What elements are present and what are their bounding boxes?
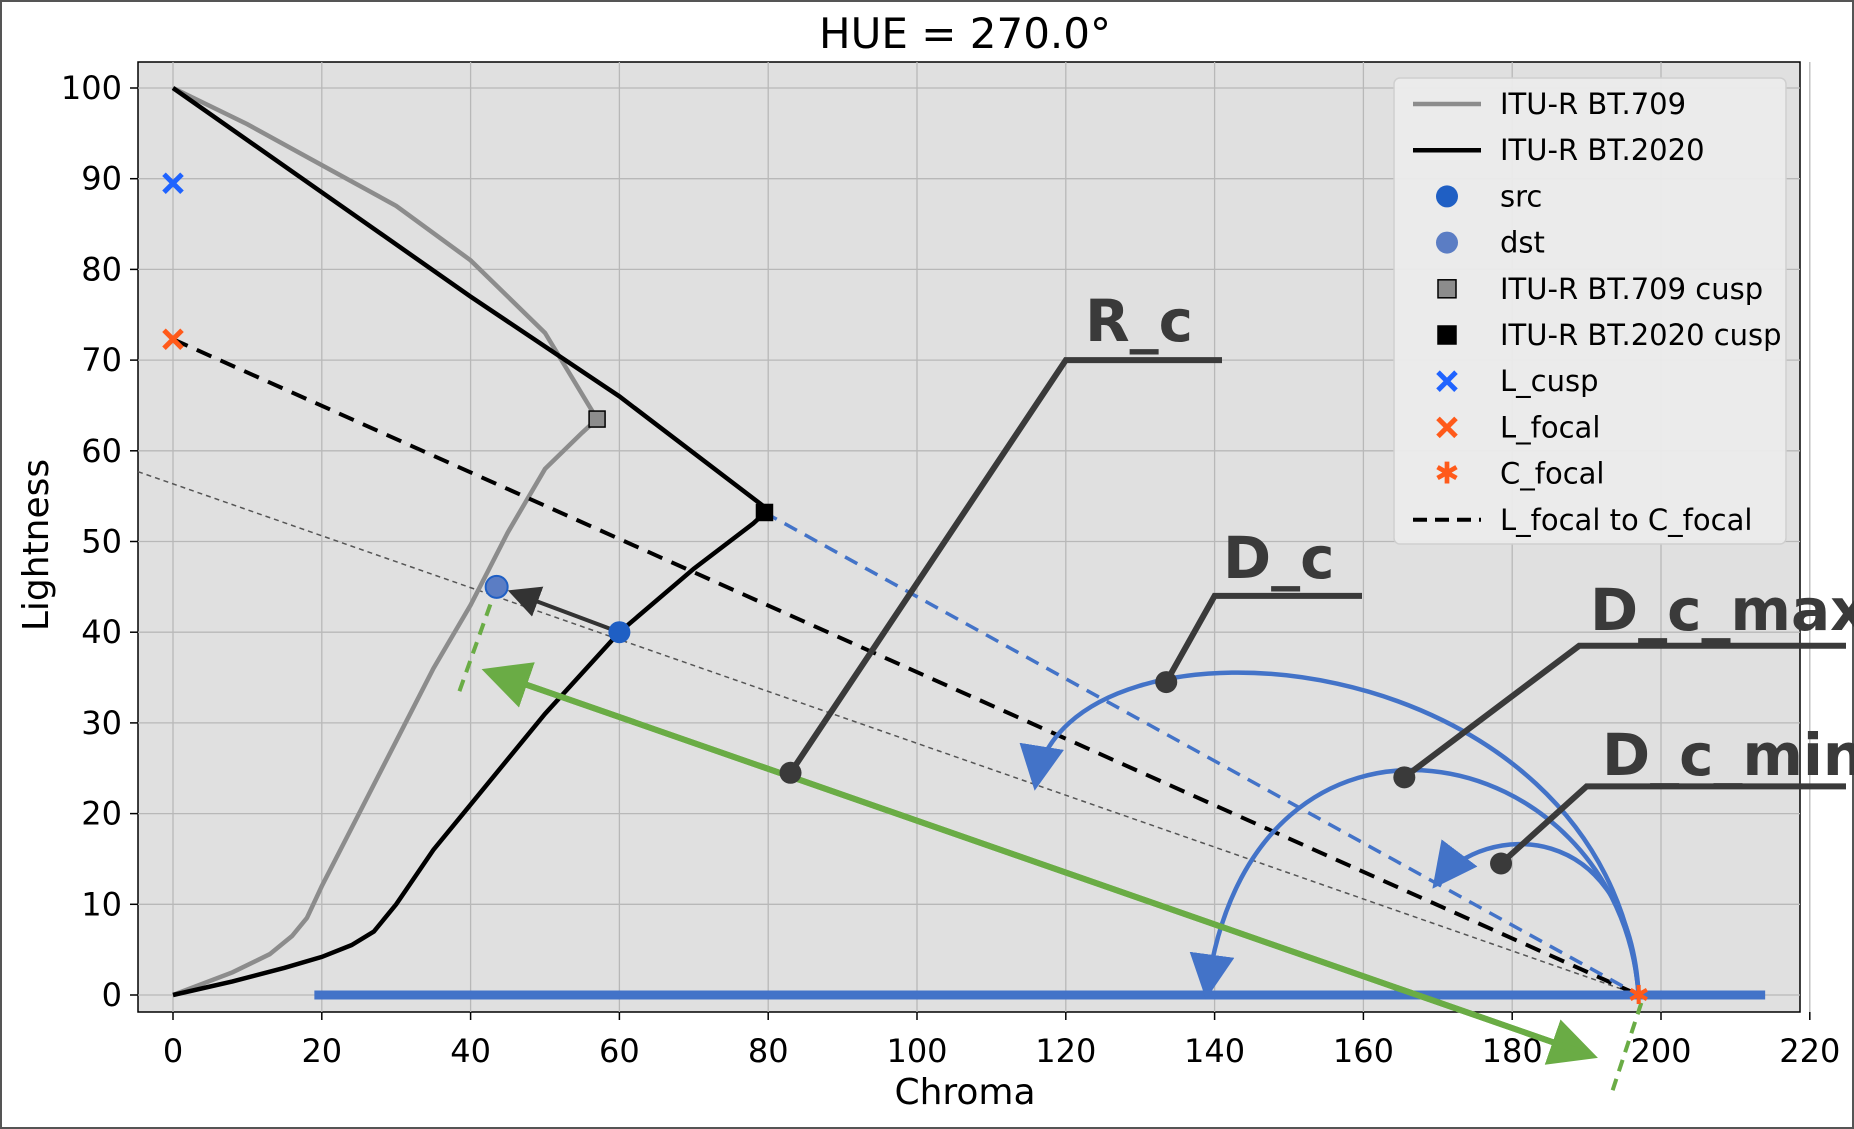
legend-item: ITU-R BT.2020 cusp bbox=[1437, 318, 1782, 352]
legend-item: L_focal bbox=[1436, 410, 1600, 444]
l-cusp-marker-stroke bbox=[162, 172, 184, 195]
callout-dot-dc bbox=[1155, 671, 1178, 694]
callout-line-dc bbox=[1163, 592, 1362, 684]
bt709-cusp-marker bbox=[588, 410, 606, 428]
l-focal-marker bbox=[162, 328, 184, 351]
y-tick-label: 80 bbox=[81, 250, 122, 288]
legend-item: ITU-R BT.709 cusp bbox=[1437, 272, 1763, 306]
legend: ITU-R BT.709 ITU-R BT.2020 src dst ITU-R BT.… bbox=[1393, 77, 1787, 545]
y-tick-label: 70 bbox=[81, 341, 122, 379]
y-tick-label: 20 bbox=[81, 795, 122, 833]
marker-layer: ✱ bbox=[162, 172, 1650, 1011]
callout-dot-dc-min bbox=[1490, 852, 1513, 875]
legend-label: ITU-R BT.2020 bbox=[1500, 133, 1705, 167]
x-axis-ticks: 0 20 40 60 80 100 120 140 160 180 200 220 bbox=[163, 1012, 1840, 1070]
x-tick-label: 220 bbox=[1779, 1032, 1840, 1070]
rc-arrow-left bbox=[481, 662, 1588, 1057]
src-to-dst-arrow bbox=[507, 586, 621, 635]
legend-square-swatch bbox=[1437, 279, 1457, 299]
legend-label: L_focal bbox=[1500, 410, 1600, 444]
x-tick-label: 80 bbox=[748, 1032, 789, 1070]
x-tick-label: 180 bbox=[1482, 1032, 1543, 1070]
x-tick-label: 120 bbox=[1035, 1032, 1096, 1070]
callout-label-dc-max: D_c_max bbox=[1590, 576, 1854, 644]
callout-line-dc-max bbox=[1402, 642, 1846, 780]
legend-item: src bbox=[1436, 179, 1542, 213]
x-tick-label: 20 bbox=[301, 1032, 342, 1070]
legend-item: ITU-R BT.709 bbox=[1413, 87, 1686, 121]
y-tick-label: 10 bbox=[81, 885, 122, 923]
legend-box bbox=[1393, 77, 1787, 545]
y-tick-label: 40 bbox=[81, 613, 122, 651]
green-guide-right bbox=[1610, 998, 1645, 1091]
callout-dot-rc bbox=[779, 761, 802, 784]
x-tick-label: 100 bbox=[886, 1032, 947, 1070]
legend-circle-swatch bbox=[1436, 231, 1458, 254]
y-tick-label: 30 bbox=[81, 704, 122, 742]
legend-label: dst bbox=[1500, 226, 1545, 260]
c-focal-marker: ✱ bbox=[1628, 981, 1650, 1011]
y-tick-label: 100 bbox=[61, 69, 122, 107]
chart-title: HUE = 270.0° bbox=[819, 9, 1111, 58]
callout-label-dc-min: D_c_min bbox=[1602, 721, 1854, 789]
center-reference-line bbox=[137, 470, 1639, 996]
legend-label: L_cusp bbox=[1500, 364, 1599, 398]
x-tick-label: 0 bbox=[163, 1032, 183, 1070]
y-tick-label: 60 bbox=[81, 432, 122, 470]
x-axis-label: Chroma bbox=[894, 1072, 1035, 1113]
legend-cross-stroke bbox=[1436, 416, 1458, 439]
callout-layer: R_c D_c D_c_max D_c_min bbox=[779, 287, 1854, 875]
legend-label: L_focal to C_focal bbox=[1500, 503, 1752, 537]
dc-min-arc bbox=[1432, 839, 1641, 996]
legend-label: src bbox=[1500, 179, 1542, 213]
x-tick-label: 60 bbox=[599, 1032, 640, 1070]
l-cusp-marker bbox=[162, 172, 184, 195]
legend-star-swatch: ✱ bbox=[1434, 457, 1459, 492]
callout-line-rc bbox=[788, 357, 1222, 775]
y-axis-ticks: 0 10 20 30 40 50 60 70 80 90 100 bbox=[61, 69, 138, 1014]
annotation-layer bbox=[314, 586, 1766, 1091]
legend-label: ITU-R BT.709 cusp bbox=[1500, 272, 1763, 306]
legend-label: C_focal bbox=[1500, 457, 1604, 491]
y-tick-label: 50 bbox=[81, 523, 122, 561]
legend-item: L_cusp bbox=[1436, 364, 1599, 398]
x-tick-label: 160 bbox=[1333, 1032, 1394, 1070]
callout-line-dc-min bbox=[1499, 783, 1846, 866]
legend-item: dst bbox=[1436, 226, 1545, 260]
dst-marker bbox=[484, 574, 509, 599]
legend-item: L_focal to C_focal bbox=[1413, 503, 1752, 537]
callout-label-rc: R_c bbox=[1085, 287, 1193, 355]
legend-item: ITU-R BT.2020 bbox=[1413, 133, 1705, 167]
src-marker bbox=[608, 621, 631, 644]
legend-cross-stroke bbox=[1436, 370, 1458, 392]
bt2020-cusp-marker bbox=[755, 503, 774, 522]
x-tick-label: 140 bbox=[1184, 1032, 1245, 1070]
legend-square-swatch bbox=[1437, 325, 1457, 345]
series-line-1 bbox=[171, 86, 772, 998]
y-axis-label: Lightness bbox=[16, 459, 57, 631]
series-line-2 bbox=[172, 337, 1640, 997]
l-focal-marker-stroke bbox=[162, 328, 184, 351]
callout-label-dc: D_c bbox=[1223, 524, 1335, 592]
legend-item: ✱ C_focal bbox=[1434, 457, 1604, 492]
x-tick-label: 200 bbox=[1630, 1032, 1691, 1070]
y-tick-label: 0 bbox=[102, 976, 122, 1014]
y-tick-label: 90 bbox=[81, 160, 122, 198]
dc-arc bbox=[1019, 670, 1641, 996]
legend-circle-swatch bbox=[1436, 185, 1458, 208]
x-tick-label: 40 bbox=[450, 1032, 491, 1070]
series-line-0 bbox=[172, 85, 600, 998]
legend-label: ITU-R BT.2020 cusp bbox=[1500, 318, 1782, 352]
callout-dot-dc-max bbox=[1393, 766, 1416, 789]
legend-label: ITU-R BT.709 bbox=[1500, 87, 1686, 121]
